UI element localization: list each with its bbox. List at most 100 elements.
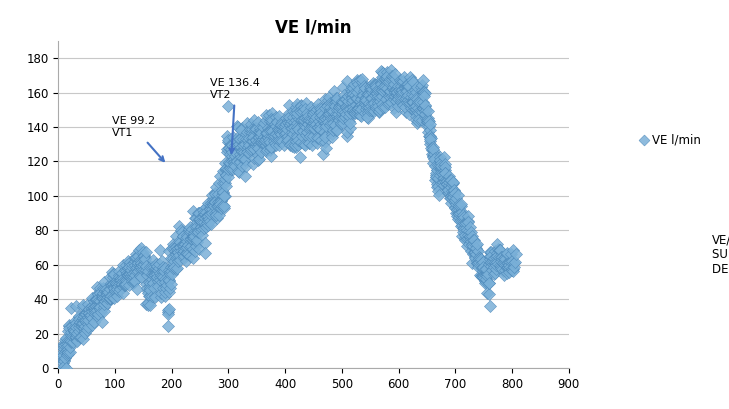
VE l/min	[339, 113, 351, 120]
VE l/min	[171, 249, 182, 255]
VE l/min	[491, 254, 502, 261]
VE l/min	[443, 173, 455, 180]
VE l/min	[338, 99, 349, 105]
VE l/min	[79, 310, 90, 317]
VE l/min	[265, 144, 277, 151]
VE l/min	[305, 125, 316, 132]
VE l/min	[120, 267, 132, 274]
Text: VE 136.4
VT2: VE 136.4 VT2	[210, 78, 260, 153]
VE l/min	[162, 276, 174, 283]
VE l/min	[360, 93, 372, 100]
VE l/min	[91, 297, 103, 303]
VE l/min	[460, 219, 472, 226]
VE l/min	[480, 279, 491, 285]
VE l/min	[142, 301, 154, 308]
VE l/min	[461, 218, 473, 225]
VE l/min	[458, 211, 469, 218]
VE l/min	[404, 110, 416, 117]
VE l/min	[321, 121, 333, 128]
VE l/min	[399, 104, 411, 110]
VE l/min	[138, 252, 149, 258]
VE l/min	[409, 86, 421, 93]
VE l/min	[353, 107, 364, 114]
VE l/min	[186, 235, 198, 241]
VE l/min	[445, 193, 456, 200]
VE l/min	[347, 104, 359, 110]
VE l/min	[202, 212, 214, 219]
VE l/min	[246, 135, 258, 142]
VE l/min	[270, 137, 282, 144]
VE l/min	[249, 155, 260, 162]
VE l/min	[436, 165, 448, 171]
VE l/min	[315, 114, 327, 121]
VE l/min	[277, 128, 289, 135]
VE l/min	[105, 282, 117, 289]
VE l/min	[199, 211, 211, 218]
VE l/min	[162, 282, 174, 288]
VE l/min	[152, 273, 163, 280]
VE l/min	[292, 126, 304, 132]
VE l/min	[443, 181, 455, 188]
VE l/min	[188, 229, 200, 236]
VE l/min	[107, 274, 119, 280]
VE l/min	[112, 285, 123, 292]
VE l/min	[181, 243, 192, 249]
VE l/min	[58, 342, 69, 349]
VE l/min	[273, 113, 285, 119]
VE l/min	[354, 103, 366, 110]
VE l/min	[467, 244, 479, 251]
VE l/min	[432, 183, 443, 189]
VE l/min	[311, 106, 323, 112]
VE l/min	[79, 312, 90, 318]
VE l/min	[260, 130, 272, 136]
VE l/min	[486, 252, 497, 259]
VE l/min	[233, 169, 245, 175]
VE l/min	[358, 83, 370, 89]
VE l/min	[177, 242, 189, 248]
VE l/min	[392, 102, 404, 109]
VE l/min	[298, 122, 310, 128]
VE l/min	[415, 99, 426, 106]
VE l/min	[127, 273, 139, 279]
VE l/min	[397, 102, 409, 108]
VE l/min	[379, 104, 391, 110]
VE l/min	[279, 120, 291, 126]
VE l/min	[507, 247, 519, 253]
VE l/min	[295, 138, 307, 145]
VE l/min	[123, 270, 135, 277]
VE l/min	[134, 264, 146, 271]
VE l/min	[301, 128, 313, 135]
VE l/min	[356, 76, 368, 83]
VE l/min	[408, 99, 419, 105]
VE l/min	[347, 107, 359, 113]
VE l/min	[255, 137, 267, 144]
VE l/min	[138, 261, 149, 268]
VE l/min	[397, 78, 408, 85]
VE l/min	[205, 211, 217, 217]
VE l/min	[273, 137, 285, 143]
VE l/min	[504, 268, 515, 275]
VE l/min	[507, 267, 518, 273]
VE l/min	[191, 219, 203, 226]
VE l/min	[476, 272, 488, 279]
VE l/min	[361, 90, 373, 97]
VE l/min	[376, 100, 388, 107]
VE l/min	[367, 82, 378, 88]
VE l/min	[452, 210, 464, 216]
VE l/min	[83, 318, 95, 325]
VE l/min	[203, 218, 214, 225]
VE l/min	[423, 122, 434, 129]
VE l/min	[235, 144, 246, 150]
VE l/min	[451, 206, 462, 213]
VE l/min	[365, 107, 377, 114]
VE l/min	[106, 293, 117, 300]
VE l/min	[435, 163, 447, 170]
VE l/min	[324, 107, 336, 114]
VE l/min	[497, 260, 509, 266]
VE l/min	[381, 78, 392, 85]
VE l/min	[391, 86, 402, 93]
VE l/min	[99, 288, 111, 295]
VE l/min	[144, 264, 156, 270]
VE l/min	[333, 117, 345, 124]
VE l/min	[360, 106, 372, 112]
